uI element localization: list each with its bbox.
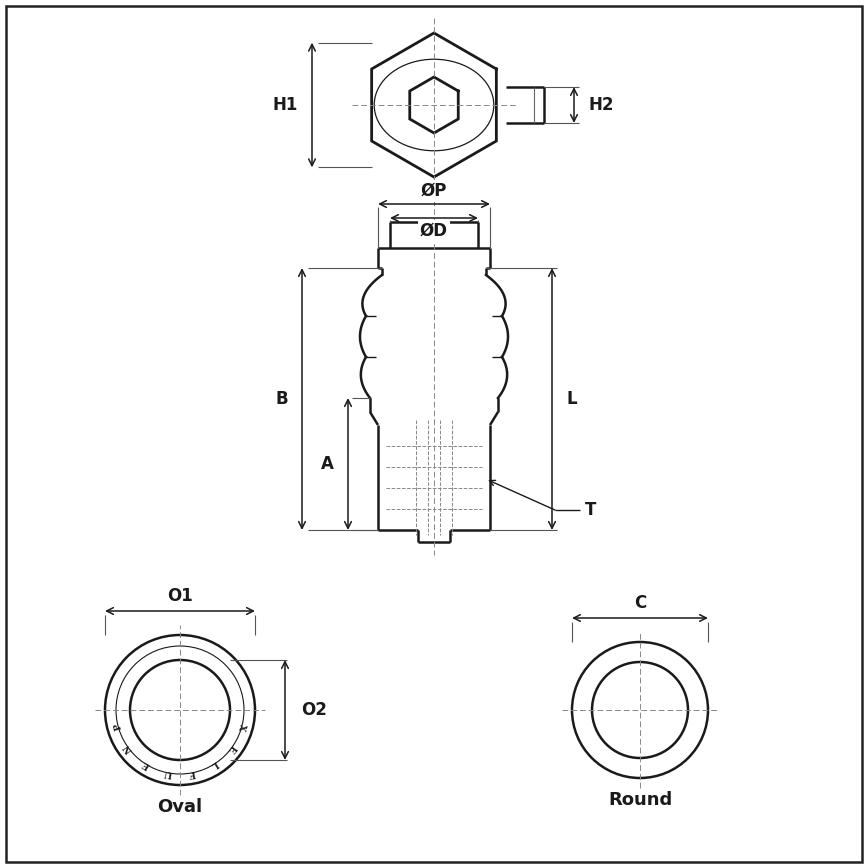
Text: F: F (188, 768, 196, 778)
Text: ØP: ØP (421, 182, 447, 200)
Text: O2: O2 (301, 701, 327, 719)
Text: B: B (275, 390, 288, 408)
Text: E: E (141, 759, 151, 770)
Text: A: A (321, 455, 334, 473)
Text: L: L (566, 390, 576, 408)
Text: H2: H2 (588, 96, 614, 114)
Text: C: C (634, 594, 646, 612)
Text: N: N (122, 742, 135, 754)
Text: Round: Round (608, 791, 672, 809)
Text: U: U (163, 767, 173, 778)
Text: X: X (237, 722, 247, 731)
Text: T: T (585, 501, 596, 519)
Text: H1: H1 (273, 96, 298, 114)
Text: E: E (226, 742, 237, 753)
Text: L: L (209, 759, 219, 770)
Text: Oval: Oval (157, 798, 202, 816)
Text: O1: O1 (168, 587, 193, 605)
Text: ØD: ØD (420, 222, 448, 240)
Text: P: P (113, 722, 123, 731)
